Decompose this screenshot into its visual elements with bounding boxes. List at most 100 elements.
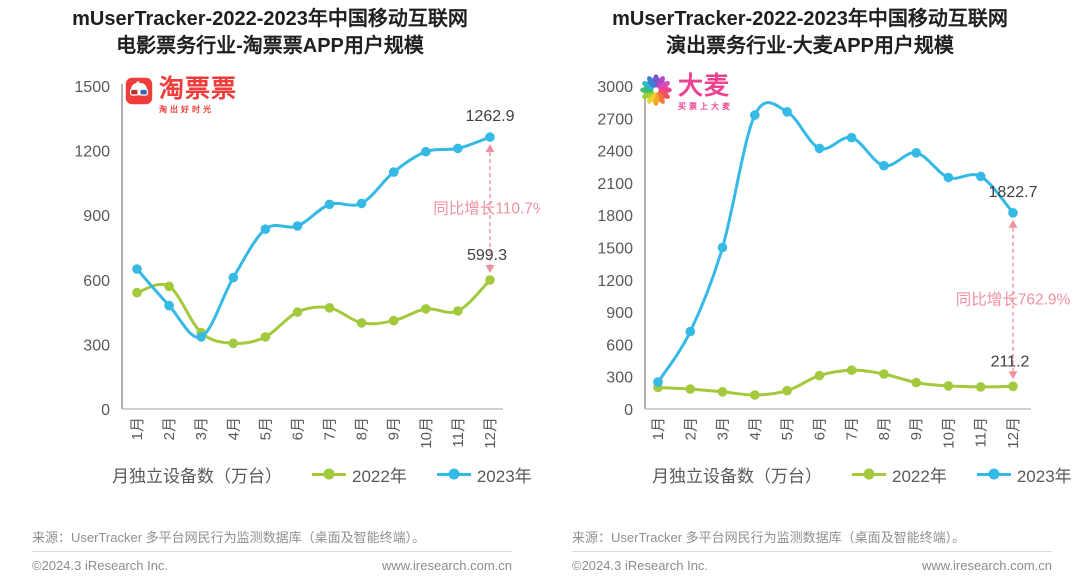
- data-point: [292, 307, 303, 317]
- x-tick-label: 12月: [482, 417, 499, 449]
- data-point: [879, 160, 889, 171]
- legend-label-2023: 2023年: [1016, 466, 1072, 486]
- x-tick-label: 5月: [257, 417, 274, 440]
- value-label-2023-dec: 1262.9: [466, 108, 515, 125]
- data-point: [453, 143, 463, 154]
- data-point: [943, 172, 954, 183]
- damai-logo-name: 大麦: [678, 72, 731, 100]
- data-point: [260, 224, 271, 234]
- y-tick-label: 0: [101, 402, 110, 419]
- data-point: [356, 198, 367, 209]
- chart-title-line1: mUserTracker-2022-2023年中国移动互联网: [612, 8, 1008, 30]
- x-tick-label: 9月: [908, 417, 925, 440]
- data-point: [421, 304, 431, 314]
- data-point: [292, 221, 303, 231]
- source-note: 来源：UserTracker 多平台网民行为监测数据库（桌面及智能终端）。: [572, 530, 966, 545]
- damai-logo-tagline: 买票上大麦: [678, 102, 733, 111]
- data-point: [653, 377, 663, 387]
- data-point: [975, 382, 986, 392]
- x-tick-label: 10月: [418, 417, 435, 449]
- series-line-2023年: [656, 101, 1015, 384]
- chart-panel-taopiaopiao: mUserTracker-2022-2023年中国移动互联网 电影票务行业-淘票…: [0, 0, 540, 581]
- data-point: [421, 146, 431, 157]
- legend-label-2022: 2022年: [892, 466, 947, 486]
- y-tick-label: 2100: [597, 176, 633, 193]
- copyright-text: ©2024.3 iResearch Inc.: [572, 558, 709, 573]
- data-point: [879, 369, 889, 379]
- website-text: www.iresearch.com.cn: [381, 558, 512, 573]
- data-point: [943, 381, 954, 391]
- y-tick-label: 1200: [74, 144, 110, 161]
- chart-title-taopiaopiao: mUserTracker-2022-2023年中国移动互联网 电影票务行业-淘票…: [0, 6, 540, 60]
- y-axis-unit-label: 月独立设备数（万台）: [652, 466, 822, 486]
- value-label-2022-dec: 599.3: [467, 247, 507, 264]
- legend-item-2023: 2023年: [436, 462, 532, 487]
- legend-swatch-2023: [436, 472, 471, 476]
- data-point: [356, 318, 367, 328]
- y-tick-label: 900: [83, 208, 110, 225]
- y-tick-label: 300: [606, 370, 633, 387]
- damai-logo: 大麦 买票上大麦: [640, 74, 733, 112]
- taopiaopiao-logo-icon: [125, 77, 153, 105]
- data-point: [782, 385, 792, 396]
- arrow-down-icon: [485, 265, 495, 273]
- legend-item-2022: 2022年: [312, 462, 407, 487]
- x-tick-label: 2月: [161, 417, 178, 440]
- legend-item-2022: 2022年: [852, 462, 947, 487]
- y-tick-label: 1800: [597, 208, 633, 225]
- taopiaopiao-logo-tagline: 淘出好时光: [159, 105, 214, 114]
- data-point: [453, 306, 463, 316]
- yoy-growth-label: 同比增长762.9%: [956, 291, 1071, 309]
- x-tick-label: 6月: [290, 417, 307, 440]
- line-chart-taopiaopiao: 0 300 600 900 1200 1500 1月 2月 3月 4月 5月 6月 7月 8月 9月 10月 1…: [74, 79, 540, 449]
- data-point: [164, 300, 174, 311]
- data-point: [388, 167, 399, 177]
- data-point: [975, 171, 986, 182]
- x-tick-label: 5月: [779, 417, 796, 440]
- legend-label-2023: 2023年: [476, 466, 532, 486]
- x-tick-label: 1月: [129, 417, 146, 440]
- arrow-up-icon: [485, 144, 495, 153]
- data-point: [132, 287, 142, 298]
- legend-swatch-2022: [312, 472, 346, 476]
- data-point: [750, 390, 760, 400]
- copyright-text: ©2024.3 iResearch Inc.: [32, 558, 169, 573]
- data-point: [814, 370, 825, 381]
- value-label-2022-dec: 211.2: [991, 353, 1030, 370]
- x-tick-label: 6月: [811, 417, 828, 440]
- chart-title-damai: mUserTracker-2022-2023年中国移动互联网 演出票务行业-大麦…: [540, 6, 1080, 60]
- chart-title-line2: 电影票务行业-淘票票APP用户规模: [116, 35, 424, 57]
- chart-title-line1: mUserTracker-2022-2023年中国移动互联网: [72, 8, 468, 30]
- y-tick-label: 1200: [597, 273, 633, 290]
- data-point: [1008, 208, 1018, 218]
- data-point: [814, 143, 825, 154]
- y-tick-label: 1500: [74, 79, 110, 96]
- x-tick-label: 4月: [747, 417, 764, 440]
- chart-legend: 月独立设备数（万台） 2022年 2023年: [540, 461, 1080, 487]
- data-point: [324, 303, 335, 313]
- data-point: [911, 377, 921, 388]
- legend-label-2022: 2022年: [352, 466, 407, 486]
- data-point: [388, 315, 399, 326]
- footer-row: ©2024.3 iResearch Inc. www.iresearch.com…: [572, 558, 1052, 573]
- y-tick-label: 600: [83, 273, 110, 290]
- data-point: [1008, 381, 1018, 392]
- data-point: [485, 132, 495, 142]
- taopiaopiao-logo-name: 淘票票: [159, 75, 238, 103]
- x-tick-label: 3月: [193, 417, 210, 440]
- data-point: [911, 148, 921, 158]
- data-point: [846, 132, 857, 143]
- y-tick-label: 2400: [597, 144, 633, 161]
- arrow-down-icon: [1008, 371, 1018, 380]
- data-point: [196, 332, 206, 342]
- legend-swatch-2022: [852, 472, 886, 476]
- x-tick-label: 4月: [225, 417, 242, 440]
- x-tick-label: 10月: [940, 417, 957, 449]
- data-point: [485, 275, 495, 285]
- chart-panel-damai: mUserTracker-2022-2023年中国移动互联网 演出票务行业-大麦…: [540, 0, 1080, 581]
- data-point: [750, 110, 760, 120]
- x-tick-label: 3月: [715, 417, 732, 440]
- data-point: [685, 326, 696, 337]
- y-tick-label: 900: [606, 305, 633, 322]
- taopiaopiao-logo: 淘票票 淘出好时光: [125, 77, 237, 115]
